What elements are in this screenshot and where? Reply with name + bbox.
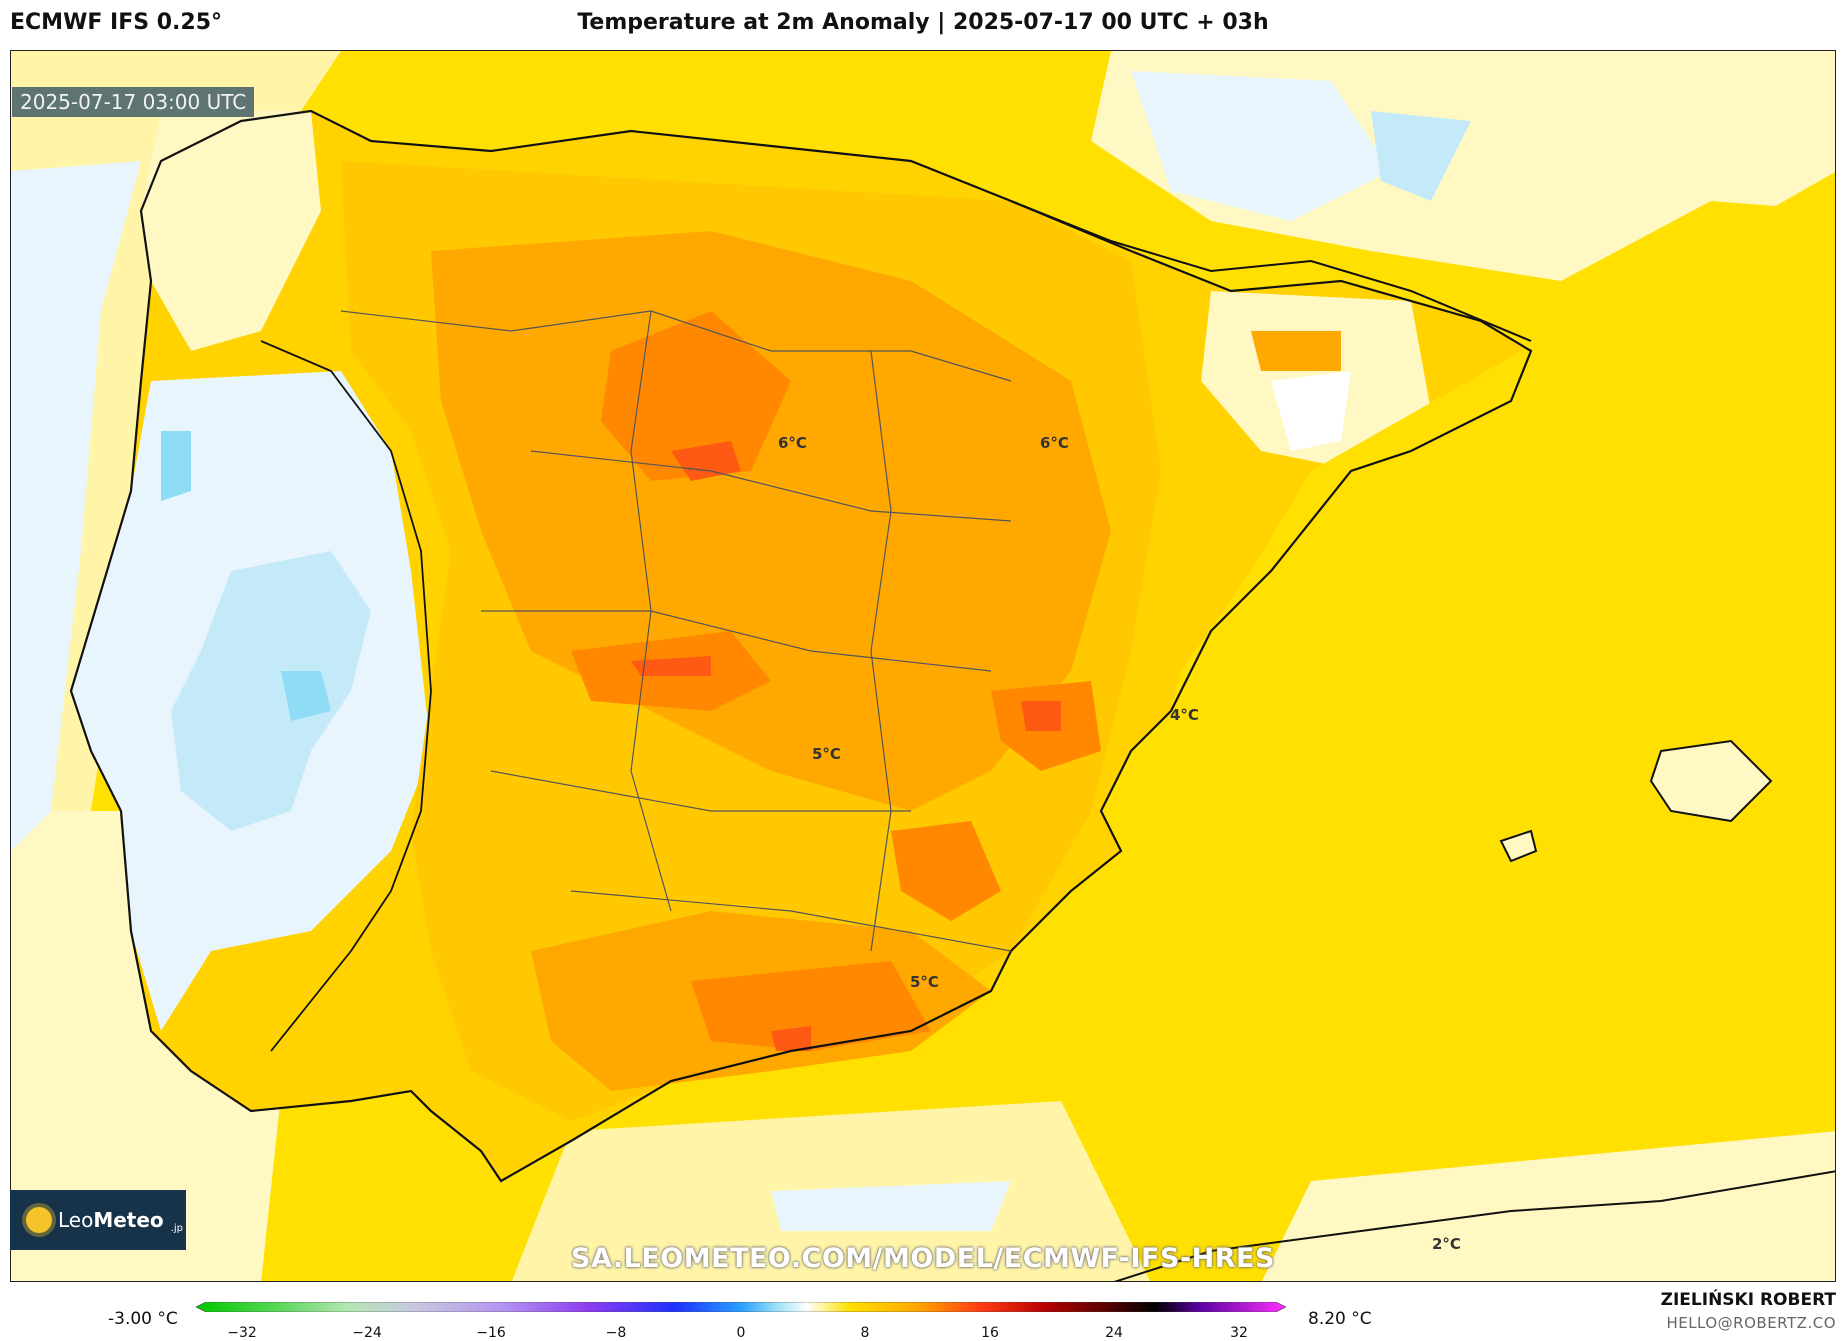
red-spot-east	[1021, 701, 1061, 731]
logo-text-bold: Meteo	[93, 1208, 164, 1232]
url-watermark[interactable]: SA.LEOMETEO.COM/MODEL/ECMWF-IFS-HRES	[571, 1243, 1275, 1274]
red-spot-center	[631, 656, 711, 676]
ebro-orange-pocket	[1251, 331, 1341, 371]
portugal-border	[260, 340, 432, 1052]
author-email[interactable]: HELLO@ROBERTZ.CO	[1666, 1314, 1836, 1332]
logo-text-suffix: .jp	[170, 1223, 183, 1234]
africa-coast	[1113, 1170, 1835, 1281]
contour-label: 4°C	[1170, 706, 1199, 724]
colorbar-tick: −8	[605, 1325, 627, 1341]
red-spot-castile	[671, 441, 741, 481]
colorbar-tick: 24	[1105, 1325, 1123, 1341]
contour-label: 6°C	[778, 434, 807, 452]
colorbar-tick: 8	[860, 1325, 870, 1341]
africa-cool-field	[1261, 1131, 1835, 1281]
model-label: ECMWF IFS 0.25°	[10, 10, 223, 35]
colorbar-min-label: -3.00 °C	[108, 1309, 178, 1329]
galicia-pale	[141, 111, 321, 351]
france-blue-field-2	[1371, 111, 1471, 201]
colorbar-tick: 32	[1230, 1325, 1248, 1341]
contour-label: 5°C	[910, 973, 939, 991]
author-name: ZIELIŃSKI ROBERT	[1660, 1290, 1836, 1310]
pyrenees-border	[1010, 200, 1532, 342]
portugal-cyan-spot-2	[161, 431, 191, 501]
portugal-light-blue	[171, 551, 371, 831]
colorbar	[196, 1302, 1286, 1312]
med-yellow-field	[1141, 172, 1835, 1131]
region-borders	[340, 310, 1012, 952]
atlantic-blue-field	[11, 161, 141, 851]
valid-time-label: 2025-07-17 03:00 UTC	[12, 87, 255, 117]
coastline	[69, 109, 1533, 1183]
portugal-cyan-spot	[281, 671, 331, 721]
map-canvas	[11, 51, 1835, 1281]
contour-label: 5°C	[812, 745, 841, 763]
red-spot-south	[771, 1026, 811, 1051]
alboran-blue-field	[771, 1181, 1011, 1231]
colorbar-tick: 16	[981, 1325, 999, 1341]
bay-biscay-field	[341, 51, 1111, 151]
colorbar-tick: −24	[352, 1325, 382, 1341]
castile-dark-orange	[601, 311, 791, 481]
la-mancha-dark-orange	[891, 821, 1001, 921]
colorbar-tick: −16	[476, 1325, 506, 1341]
contour-label: 6°C	[1040, 434, 1069, 452]
map-title: Temperature at 2m Anomaly | 2025-07-17 0…	[577, 10, 1269, 35]
leometeo-logo[interactable]: LeoMeteo .jp	[10, 1190, 186, 1250]
andalusia-dark-orange	[691, 961, 931, 1051]
colorbar-tick: 0	[736, 1325, 746, 1341]
mallorca-island	[1649, 739, 1773, 823]
map-panel	[10, 50, 1836, 1282]
sun-icon	[26, 1207, 52, 1233]
ebro-white-pocket	[1271, 371, 1351, 451]
contour-label: 2°C	[1432, 1235, 1461, 1253]
colorbar-tick: −32	[227, 1325, 257, 1341]
colorbar-max-label: 8.20 °C	[1308, 1309, 1372, 1329]
ibiza-island	[1499, 829, 1538, 863]
france-blue-field	[1131, 71, 1391, 221]
logo-text-prefix: Leo	[58, 1208, 94, 1232]
